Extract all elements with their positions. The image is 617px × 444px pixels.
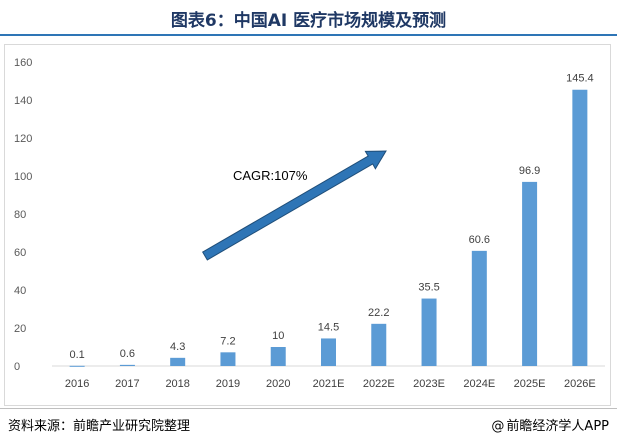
bar <box>371 323 387 366</box>
data-label: 4.3 <box>170 341 185 353</box>
bar <box>119 364 135 366</box>
at-sign-icon: @ <box>491 419 505 434</box>
y-tick-label: 40 <box>14 285 26 297</box>
x-tick-label: 2024E <box>463 378 495 390</box>
data-label: 0.6 <box>120 348 135 360</box>
bar <box>69 365 85 367</box>
y-tick-label: 80 <box>14 209 26 221</box>
y-tick-label: 140 <box>14 95 32 107</box>
brand-credit: @ 前瞻经济学人APP <box>491 415 609 434</box>
data-label: 60.6 <box>469 234 490 246</box>
y-tick-label: 100 <box>14 171 32 183</box>
bar <box>220 352 236 366</box>
x-tick-label: 2020 <box>266 378 290 390</box>
x-tick-label: 2019 <box>216 378 240 390</box>
data-label: 35.5 <box>418 282 439 294</box>
footer-divider <box>0 408 617 409</box>
cagr-arrow <box>202 150 387 261</box>
data-label: 22.2 <box>368 307 389 319</box>
data-label: 96.9 <box>519 165 540 177</box>
bar <box>572 89 588 367</box>
bar <box>421 298 437 366</box>
cagr-annotation: CAGR:107% <box>233 168 308 183</box>
bar <box>471 250 487 366</box>
bar <box>270 347 286 366</box>
data-label: 14.5 <box>318 321 339 333</box>
x-tick-label: 2026E <box>564 378 596 390</box>
y-tick-label: 20 <box>14 323 26 335</box>
source-note: 资料来源：前瞻产业研究院整理 <box>8 419 191 434</box>
bar <box>170 357 186 366</box>
x-tick-label: 2017 <box>115 378 139 390</box>
chart-frame <box>4 44 611 406</box>
y-tick-label: 0 <box>14 361 20 373</box>
y-tick-label: 60 <box>14 247 26 259</box>
brand-name: 前瞻经济学人APP <box>506 419 609 434</box>
x-tick-label: 2022E <box>363 378 395 390</box>
data-label: 145.4 <box>566 73 594 85</box>
x-tick-label: 2025E <box>514 378 546 390</box>
data-label: 10 <box>272 330 284 342</box>
bar <box>321 338 336 366</box>
y-tick-label: 160 <box>14 57 32 69</box>
data-label: 7.2 <box>220 335 235 347</box>
data-label: 0.1 <box>69 349 84 361</box>
chart-title: 图表6：中国AI 医疗市场规模及预测 <box>170 11 447 31</box>
x-tick-label: 2023E <box>413 378 445 390</box>
bar <box>522 181 538 366</box>
x-tick-label: 2018 <box>165 378 189 390</box>
x-tick-label: 2016 <box>65 378 89 390</box>
y-tick-label: 120 <box>14 133 32 145</box>
x-tick-label: 2021E <box>313 378 345 390</box>
title-divider <box>0 34 617 36</box>
